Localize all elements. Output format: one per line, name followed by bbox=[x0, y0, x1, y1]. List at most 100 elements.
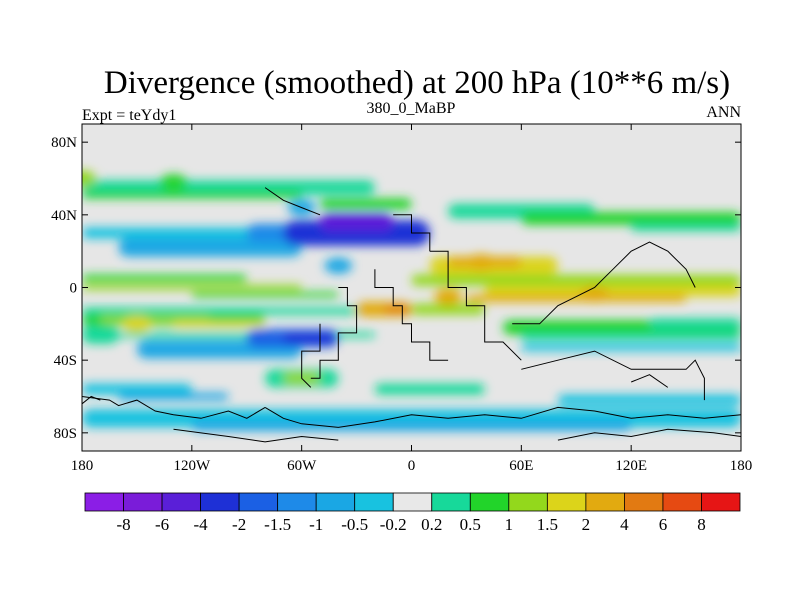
coastline-segment bbox=[173, 428, 339, 443]
colorbar-swatch bbox=[277, 492, 317, 512]
field-band bbox=[649, 318, 741, 330]
field-feature bbox=[434, 288, 463, 305]
field-band bbox=[191, 292, 339, 298]
field-band bbox=[82, 383, 192, 395]
field-band bbox=[374, 383, 485, 395]
x-tick-label: 60W bbox=[287, 458, 317, 474]
x-tick-label: 180 bbox=[730, 458, 753, 474]
x-tick-label: 180 bbox=[71, 458, 94, 474]
field-band bbox=[173, 321, 266, 327]
y-tick-label: 80N bbox=[51, 135, 77, 151]
season-label: ANN bbox=[706, 104, 741, 121]
colorbar-label: 1 bbox=[505, 515, 514, 534]
colorbar-label: -0.2 bbox=[380, 515, 407, 534]
colorbar-swatch bbox=[508, 492, 548, 512]
y-tick-label: 40N bbox=[51, 208, 77, 224]
colorbar-swatch bbox=[392, 492, 433, 512]
experiment-label: Expt = teYdy1 bbox=[82, 107, 176, 124]
field-feature bbox=[122, 315, 151, 332]
coastline-segment bbox=[264, 406, 741, 428]
field-band bbox=[631, 223, 741, 232]
colorbar-label: -1.5 bbox=[264, 515, 291, 534]
colorbar-label: 4 bbox=[620, 515, 629, 534]
divergence-field bbox=[82, 170, 741, 432]
coastline-segment bbox=[512, 241, 696, 325]
coastline-segment bbox=[310, 287, 358, 379]
colorbar-swatch bbox=[84, 492, 124, 512]
colorbar-swatch bbox=[431, 492, 471, 512]
colorbar-label: 8 bbox=[697, 515, 706, 534]
colorbar-swatch bbox=[161, 492, 201, 512]
field-band bbox=[557, 394, 741, 406]
colorbar-label: -4 bbox=[194, 515, 209, 534]
colorbar-swatch bbox=[123, 492, 163, 512]
colorbar-swatch bbox=[469, 492, 510, 512]
coastline-segment bbox=[374, 269, 449, 361]
colorbar-label: 1.5 bbox=[537, 515, 558, 534]
field-band bbox=[319, 198, 412, 210]
field-band bbox=[411, 274, 741, 286]
field-band bbox=[118, 238, 302, 257]
y-axis-ticks: 80N 40N 0 40S 80S bbox=[51, 135, 741, 442]
colorbar-swatch bbox=[701, 492, 741, 512]
field-band bbox=[283, 220, 430, 246]
colorbar: -8 -6 -4 -2 -1.5 -1 -0.5 -0.2 0.2 0.5 1 1.5 2 4 6 8 bbox=[84, 492, 741, 534]
field-band bbox=[521, 212, 741, 225]
field-band bbox=[82, 274, 247, 283]
x-axis-ticks: 180 120W 60W 0 60E 120E 180 bbox=[71, 124, 753, 474]
field-band bbox=[319, 213, 394, 232]
colorbar-label: -8 bbox=[116, 515, 130, 534]
colorbar-swatch bbox=[238, 492, 279, 512]
coastline-segment bbox=[82, 396, 266, 419]
y-tick-label: 40S bbox=[54, 353, 77, 369]
x-tick-label: 0 bbox=[408, 458, 416, 474]
field-band bbox=[191, 420, 632, 432]
colorbar-swatch bbox=[546, 492, 587, 512]
colorbar-label: 2 bbox=[582, 515, 591, 534]
field-feature bbox=[159, 174, 188, 191]
field-feature bbox=[82, 170, 96, 187]
x-tick-label: 120E bbox=[615, 458, 647, 474]
colorbar-swatch bbox=[624, 492, 664, 512]
y-tick-label: 80S bbox=[54, 426, 77, 442]
colorbar-label: -2 bbox=[232, 515, 246, 534]
x-tick-label: 120W bbox=[173, 458, 211, 474]
field-band bbox=[384, 305, 412, 313]
coastline-segment bbox=[429, 250, 522, 361]
coastline-segment bbox=[557, 428, 741, 441]
y-tick-label: 0 bbox=[70, 281, 78, 297]
field-band bbox=[484, 285, 741, 297]
map-area bbox=[81, 123, 742, 452]
field-band bbox=[411, 303, 485, 315]
field-band bbox=[466, 294, 687, 303]
field-band bbox=[82, 191, 302, 199]
period-label: 380_0_MaBP bbox=[367, 100, 456, 117]
coastline-segment bbox=[82, 395, 101, 405]
field-band bbox=[521, 332, 741, 341]
coastline-segment bbox=[393, 214, 431, 252]
x-tick-label: 60E bbox=[509, 458, 533, 474]
field-band bbox=[82, 325, 119, 344]
field-band bbox=[191, 181, 357, 191]
colorbar-label: 0.2 bbox=[421, 515, 442, 534]
colorbar-label: -0.5 bbox=[341, 515, 368, 534]
colorbar-swatch bbox=[315, 492, 356, 512]
coastline-segment bbox=[521, 350, 705, 401]
colorbar-swatch bbox=[585, 492, 625, 512]
field-band bbox=[118, 392, 229, 401]
field-band bbox=[82, 284, 302, 291]
coastline-segment bbox=[264, 187, 321, 216]
colorbar-swatch bbox=[200, 492, 240, 512]
colorbar-swatch bbox=[354, 492, 394, 512]
field-feature bbox=[467, 254, 496, 271]
colorbar-label: 0.5 bbox=[460, 515, 481, 534]
coastlines bbox=[82, 187, 741, 443]
coastline-segment bbox=[301, 323, 321, 388]
coastline-segment bbox=[631, 374, 669, 388]
field-band bbox=[283, 332, 339, 344]
colorbar-label: -6 bbox=[155, 515, 169, 534]
colorbar-swatch bbox=[662, 492, 702, 512]
colorbar-label: 6 bbox=[659, 515, 668, 534]
field-band bbox=[82, 307, 375, 315]
